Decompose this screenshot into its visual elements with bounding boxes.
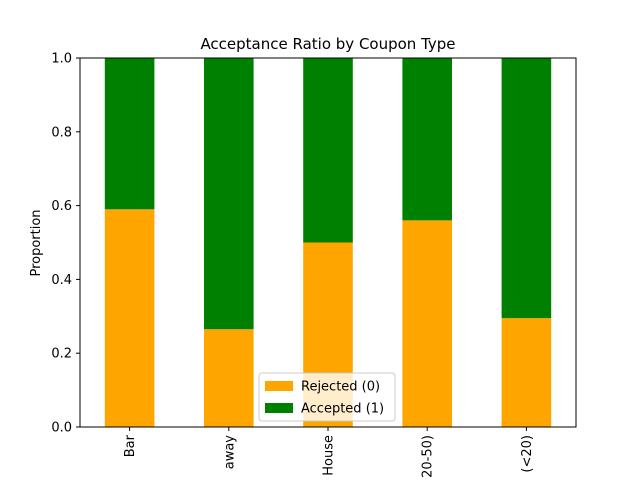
y-tick-label: 1.0 bbox=[51, 52, 72, 67]
bar-segment-accepted-1 bbox=[204, 58, 254, 330]
legend-label-accepted: Accepted (1) bbox=[301, 402, 384, 417]
legend-swatch-rejected bbox=[265, 381, 293, 391]
bar-segment-rejected-0 bbox=[104, 209, 155, 427]
bar-segment-accepted-2 bbox=[303, 58, 353, 243]
bar-segment-accepted-3 bbox=[402, 58, 452, 221]
bar-segment-accepted-0 bbox=[104, 58, 155, 210]
y-tick-label: 0.2 bbox=[51, 347, 72, 362]
legend-swatch-accepted bbox=[265, 403, 293, 413]
legend-label-rejected: Rejected (0) bbox=[301, 380, 380, 395]
y-tick-label: 0.0 bbox=[51, 421, 72, 436]
x-tick-label: House bbox=[322, 435, 337, 476]
y-tick-label: 0.4 bbox=[51, 273, 72, 288]
y-axis-label: Proportion bbox=[29, 209, 44, 276]
bars-layer bbox=[104, 58, 552, 427]
chart-title: Acceptance Ratio by Coupon Type bbox=[200, 35, 455, 53]
bar-segment-rejected-1 bbox=[204, 329, 254, 427]
bar-segment-accepted-4 bbox=[501, 58, 552, 319]
y-tick-label: 0.6 bbox=[51, 199, 72, 214]
y-tick-label: 0.8 bbox=[51, 125, 72, 140]
x-tick-label: 20-50) bbox=[421, 435, 436, 478]
ticks-layer: 0.0 0.2 0.4 0.6 0.8 1.0 Bar away House 20-50) (<20… bbox=[51, 52, 535, 478]
legend: Rejected (0) Accepted (1) bbox=[258, 372, 396, 422]
bar-segment-rejected-3 bbox=[402, 220, 452, 427]
x-tick-label: Bar bbox=[123, 434, 138, 457]
bar-segment-rejected-4 bbox=[501, 318, 552, 427]
x-tick-label: away bbox=[222, 435, 237, 470]
x-tick-label: (<20) bbox=[520, 435, 535, 473]
